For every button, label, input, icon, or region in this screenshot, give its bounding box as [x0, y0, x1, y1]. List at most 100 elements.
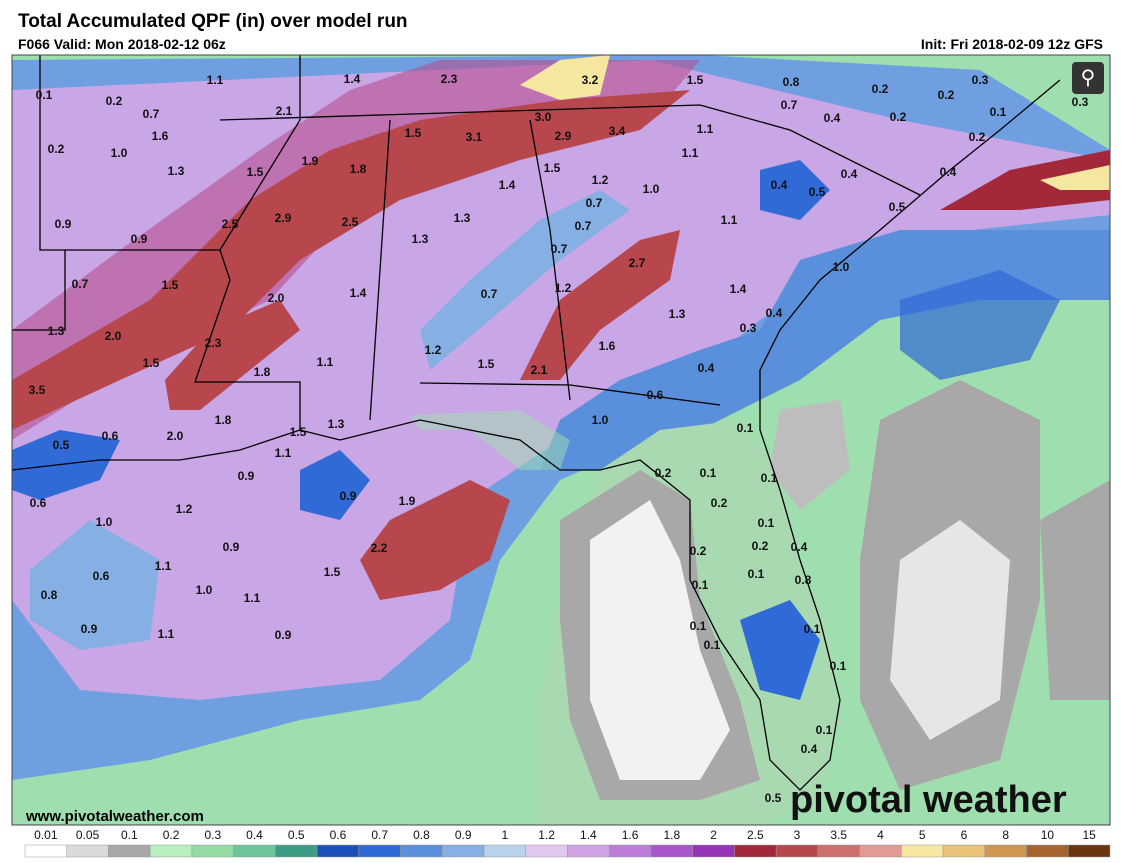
colorbar-label: 1.8: [663, 828, 680, 842]
point-label: 0.9: [55, 217, 72, 231]
point-label: 1.1: [317, 355, 334, 369]
precip-field: [12, 55, 1110, 825]
colorbar-swatch: [650, 844, 693, 858]
point-label: 0.9: [131, 232, 148, 246]
point-label: 0.2: [106, 94, 123, 108]
point-label: 2.0: [268, 291, 285, 305]
point-label: 1.5: [405, 126, 422, 140]
share-button[interactable]: ⚲: [1072, 62, 1104, 94]
point-label: 1.5: [324, 565, 341, 579]
title: Total Accumulated QPF (in) over model ru…: [18, 11, 408, 32]
colorbar-swatch: [608, 844, 652, 858]
point-label: 1.8: [215, 413, 232, 427]
point-label: 0.1: [700, 466, 717, 480]
colorbar-swatch: [901, 844, 944, 858]
point-label: 3.4: [609, 124, 626, 138]
colorbar-swatch: [442, 844, 485, 858]
point-label: 0.2: [711, 496, 728, 510]
point-label: 0.2: [872, 82, 889, 96]
point-label: 2.5: [222, 217, 239, 231]
point-label: 1.5: [143, 356, 160, 370]
colorbar-label: 3.5: [830, 828, 847, 842]
point-label: 0.7: [551, 242, 568, 256]
point-label: 0.4: [801, 742, 818, 756]
colorbar-swatch: [1026, 844, 1069, 858]
point-label: 0.5: [809, 185, 826, 199]
point-label: 1.0: [96, 515, 113, 529]
point-label: 1.6: [599, 339, 616, 353]
point-label: 0.7: [781, 98, 798, 112]
point-label: 0.2: [938, 88, 955, 102]
colorbar-swatch: [942, 844, 986, 858]
point-label: 0.8: [41, 588, 58, 602]
colorbar-label: 1.2: [538, 828, 555, 842]
point-label: 0.7: [586, 196, 603, 210]
colorbar-swatch: [734, 844, 777, 858]
point-label: 1.3: [168, 164, 185, 178]
point-label: 1.8: [254, 365, 271, 379]
colorbar-swatch: [108, 844, 151, 858]
valid-time: F066 Valid: Mon 2018-02-12 06z: [18, 36, 226, 52]
colorbar-label: 15: [1082, 828, 1096, 842]
point-label: 0.2: [655, 466, 672, 480]
colorbar-swatch: [525, 844, 568, 858]
point-label: 3.2: [582, 73, 599, 87]
point-label: 1.5: [544, 161, 561, 175]
point-label: 0.1: [748, 567, 765, 581]
colorbar-swatch: [316, 844, 360, 858]
point-label: 0.7: [481, 287, 498, 301]
point-label: 1.3: [328, 417, 345, 431]
colorbar-swatch: [692, 844, 735, 858]
point-label: 0.1: [704, 638, 721, 652]
colorbar-label: 0.6: [330, 828, 347, 842]
point-label: 0.2: [48, 142, 65, 156]
colorbar-label: 0.05: [76, 828, 100, 842]
point-label: 1.5: [290, 425, 307, 439]
colorbar-label: 2: [710, 828, 717, 842]
point-label: 0.2: [890, 110, 907, 124]
point-label: 0.1: [36, 88, 53, 102]
colorbar-swatch: [400, 844, 443, 858]
colorbar-label: 0.01: [34, 828, 58, 842]
point-label: 0.4: [940, 165, 957, 179]
colorbar-swatch: [817, 844, 860, 858]
colorbar-swatch: [567, 844, 610, 858]
colorbar-label: 0.5: [288, 828, 305, 842]
colorbar-swatch: [24, 844, 67, 858]
point-label: 1.5: [162, 278, 179, 292]
point-label: 0.8: [783, 75, 800, 89]
colorbar-label: 0.3: [204, 828, 221, 842]
point-label: 1.4: [344, 72, 361, 86]
point-label: 0.4: [771, 178, 788, 192]
point-label: 1.4: [350, 286, 367, 300]
point-label: 1.1: [158, 627, 175, 641]
point-label: 0.7: [143, 107, 160, 121]
point-label: 1.5: [478, 357, 495, 371]
colorbar-label: 1.6: [622, 828, 639, 842]
point-label: 1.1: [244, 591, 261, 605]
colorbar-swatch: [233, 844, 276, 858]
point-label: 1.3: [454, 211, 471, 225]
point-label: 0.9: [223, 540, 240, 554]
point-label: 2.5: [342, 215, 359, 229]
colorbar-label: 0.4: [246, 828, 263, 842]
colorbar-label: 3: [794, 828, 801, 842]
point-label: 2.9: [555, 129, 572, 143]
point-label: 0.4: [791, 540, 808, 554]
colorbar-swatch: [275, 844, 318, 858]
point-label: 0.2: [690, 544, 707, 558]
point-label: 0.1: [990, 105, 1007, 119]
point-label: 0.5: [765, 791, 782, 805]
point-label: 0.6: [93, 569, 110, 583]
colorbar-label: 1.4: [580, 828, 597, 842]
colorbar-swatch: [66, 844, 109, 858]
colorbar-label: 10: [1041, 828, 1055, 842]
point-label: 0.2: [752, 539, 769, 553]
colorbar-swatch: [775, 844, 819, 858]
point-label: 2.3: [205, 336, 222, 350]
point-label: 1.0: [592, 413, 609, 427]
point-label: 2.0: [105, 329, 122, 343]
point-label: 1.0: [643, 182, 660, 196]
point-label: 0.3: [972, 73, 989, 87]
point-label: 1.5: [247, 165, 264, 179]
